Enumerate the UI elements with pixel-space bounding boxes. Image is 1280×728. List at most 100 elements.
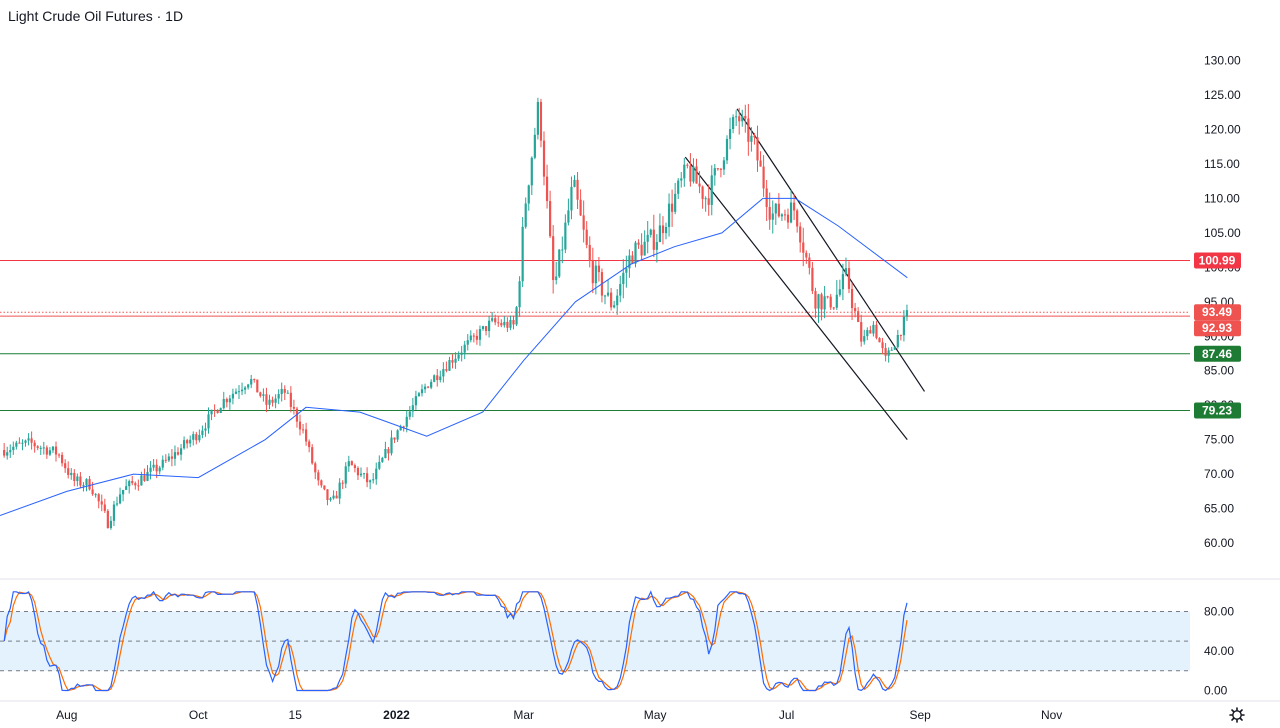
candle-body bbox=[680, 178, 683, 181]
stochastic-panel[interactable] bbox=[0, 590, 1190, 692]
candle-body bbox=[91, 489, 94, 495]
candle-body bbox=[789, 202, 793, 223]
candle-body bbox=[579, 199, 582, 216]
candle-body bbox=[286, 392, 289, 394]
candle-body bbox=[558, 249, 561, 277]
candle-body bbox=[753, 135, 756, 138]
trend-channel[interactable] bbox=[684, 108, 925, 441]
candle-body bbox=[616, 295, 619, 306]
candle-body bbox=[796, 210, 799, 227]
candle-body bbox=[893, 347, 896, 350]
candle-body bbox=[192, 434, 195, 440]
candle-body bbox=[484, 326, 488, 332]
candle-body bbox=[195, 434, 198, 441]
candle-body bbox=[344, 466, 347, 484]
candle-body bbox=[762, 166, 765, 189]
candle-body bbox=[710, 175, 713, 205]
candle-body bbox=[732, 117, 735, 130]
candle-body bbox=[576, 179, 579, 200]
candle-body bbox=[295, 408, 299, 422]
candle-body bbox=[51, 446, 55, 451]
candle-body bbox=[112, 504, 116, 521]
candle-body bbox=[750, 135, 753, 142]
candle-body bbox=[387, 449, 390, 454]
price-tick-label: 105.00 bbox=[1204, 226, 1241, 240]
candle-body bbox=[860, 322, 863, 342]
candle-body bbox=[82, 485, 85, 487]
candle-body bbox=[283, 388, 286, 393]
candle-body bbox=[12, 446, 15, 451]
time-tick-label: Oct bbox=[189, 708, 208, 722]
price-tick-label: 60.00 bbox=[1204, 536, 1234, 550]
candle-body bbox=[167, 456, 170, 461]
candle-body bbox=[277, 394, 280, 399]
candle-body bbox=[204, 428, 207, 431]
settings-gear-icon[interactable] bbox=[1229, 707, 1245, 723]
stochastic-axis[interactable]: 80.00 40.00 0.00 bbox=[1204, 605, 1234, 698]
candle-body bbox=[408, 411, 411, 417]
candle-body bbox=[314, 463, 317, 473]
candle-body bbox=[448, 360, 451, 371]
candle-body bbox=[289, 392, 292, 407]
candle-body bbox=[301, 429, 305, 431]
candle-body bbox=[149, 467, 152, 472]
candle-body bbox=[222, 399, 225, 409]
candle-body bbox=[674, 193, 677, 212]
svg-text:93.49: 93.49 bbox=[1202, 305, 1232, 319]
candle-body bbox=[875, 324, 878, 338]
candle-body bbox=[436, 375, 439, 381]
candle-body bbox=[619, 284, 622, 296]
price-panel[interactable] bbox=[0, 97, 1190, 530]
candle-body bbox=[597, 265, 601, 273]
candle-body bbox=[210, 409, 213, 415]
candle-body bbox=[70, 472, 73, 475]
candle-body bbox=[125, 486, 128, 490]
price-axis[interactable]: 130.00125.00120.00115.00110.00105.00100.… bbox=[1204, 54, 1241, 550]
candle-body bbox=[771, 213, 774, 220]
candle-body bbox=[652, 229, 655, 250]
candle-body bbox=[164, 459, 167, 461]
stochastic-tick-label: 40.00 bbox=[1204, 644, 1234, 658]
candle-body bbox=[472, 335, 475, 337]
candle-body bbox=[857, 311, 860, 323]
candle-body bbox=[292, 406, 296, 409]
candle-body bbox=[863, 336, 866, 342]
candle-body bbox=[308, 441, 311, 448]
candle-body bbox=[728, 129, 732, 139]
candle-body bbox=[854, 308, 857, 312]
candle-body bbox=[79, 476, 82, 486]
candle-body bbox=[85, 479, 88, 486]
price-tick-label: 115.00 bbox=[1204, 157, 1240, 171]
candle-body bbox=[234, 391, 238, 394]
candle-body bbox=[399, 426, 402, 431]
candle-body bbox=[808, 257, 811, 268]
candle-body bbox=[106, 510, 109, 529]
candle-body bbox=[512, 319, 515, 325]
candle-body bbox=[564, 222, 567, 250]
candle-body bbox=[372, 479, 375, 481]
price-level-tag: 87.46 bbox=[1194, 345, 1241, 362]
candle-body bbox=[280, 388, 283, 395]
price-tick-label: 110.00 bbox=[1204, 191, 1240, 205]
candle-body bbox=[439, 376, 442, 381]
candle-body bbox=[109, 520, 113, 529]
channel-line[interactable] bbox=[736, 108, 925, 392]
candle-body bbox=[829, 296, 832, 308]
candle-body bbox=[298, 421, 302, 430]
price-tick-label: 125.00 bbox=[1204, 88, 1241, 102]
candle-body bbox=[695, 166, 698, 184]
time-axis[interactable]: Aug Oct 15 2022 Mar May Jul Sep Nov bbox=[56, 708, 1062, 722]
candle-body bbox=[872, 324, 875, 334]
candle-body bbox=[173, 452, 177, 459]
candle-body bbox=[131, 481, 134, 484]
price-level-tag: 79.23 bbox=[1194, 402, 1241, 419]
candle-body bbox=[698, 183, 701, 187]
candle-body bbox=[866, 330, 869, 337]
candle-body bbox=[649, 229, 652, 235]
candle-body bbox=[207, 414, 210, 429]
candle-body bbox=[622, 272, 625, 285]
candle-body bbox=[643, 241, 646, 256]
channel-line[interactable] bbox=[684, 156, 908, 441]
candle-body bbox=[271, 399, 274, 403]
